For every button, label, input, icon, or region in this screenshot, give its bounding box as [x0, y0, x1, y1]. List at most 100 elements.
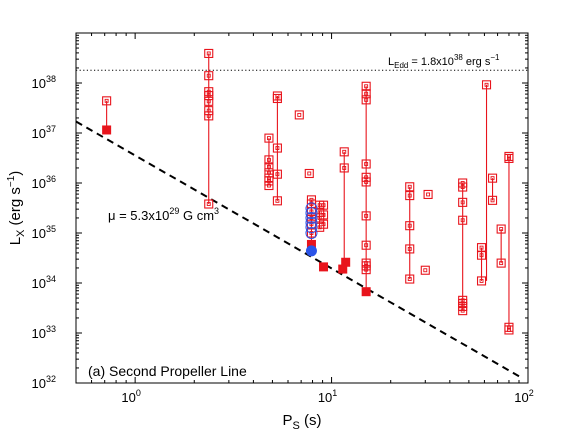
open-square-point — [496, 224, 506, 234]
open-square-point — [476, 243, 487, 253]
open-circle-point — [305, 202, 318, 215]
open-square-point — [361, 95, 371, 105]
marks — [102, 48, 514, 335]
open-square-inner — [490, 198, 495, 203]
open-square-inner — [407, 277, 412, 281]
open-square-inner — [206, 202, 211, 206]
open-square-inner — [479, 253, 484, 258]
open-square-point — [423, 189, 433, 200]
open-square-point — [488, 173, 498, 183]
open-square-point — [361, 172, 371, 182]
open-square-inner — [507, 154, 511, 159]
open-square-point — [458, 215, 468, 225]
open-square-point — [420, 265, 430, 275]
propeller-line-label: μ = 5.3x1029 G cm3 — [108, 206, 219, 223]
panel-label: (a) Second Propeller Line — [88, 363, 247, 379]
eddington-label: LEdd = 1.8x1038 erg s−1 — [388, 53, 500, 70]
y-tick-label: 1035 — [32, 224, 56, 241]
open-square-point — [264, 133, 274, 143]
open-square-inner — [309, 197, 314, 202]
open-square-point — [204, 199, 214, 209]
open-square-inner — [275, 172, 280, 177]
open-square-inner — [342, 165, 347, 170]
plot-area — [75, 69, 528, 379]
axes: 100 101 102 1032 1033 1034 1035 1036 1037 1038 — [32, 32, 534, 405]
x-tick-label: 102 — [514, 388, 533, 405]
open-square-inner — [342, 149, 347, 154]
plot-frame — [75, 32, 529, 384]
open-square-inner — [460, 200, 465, 205]
filled-circle-point — [305, 245, 317, 257]
open-square-inner — [267, 136, 271, 141]
open-square-inner — [426, 192, 431, 197]
filled-square-point — [306, 239, 316, 249]
open-square-inner — [206, 73, 211, 78]
open-square-point — [481, 80, 492, 90]
open-square-inner — [364, 162, 369, 166]
open-square-point — [294, 110, 304, 120]
open-square-point — [361, 177, 371, 187]
open-square-point — [339, 147, 349, 157]
open-square-point — [264, 162, 274, 172]
open-circle-point — [305, 216, 318, 229]
open-square-point — [204, 106, 214, 116]
open-square-inner — [267, 157, 271, 162]
open-square-point — [361, 258, 371, 268]
open-square-point — [102, 96, 112, 106]
y-tick-label: 1038 — [32, 74, 56, 91]
propeller-line — [75, 120, 522, 379]
open-square-point — [264, 180, 274, 191]
open-square-point — [488, 195, 498, 205]
open-square-inner — [267, 183, 271, 188]
open-square-inner — [407, 223, 412, 228]
open-square-inner — [364, 97, 369, 102]
open-square-inner — [309, 222, 314, 227]
open-square-inner — [206, 108, 211, 113]
open-square-point — [264, 155, 274, 165]
open-square-point — [339, 163, 349, 173]
y-tick-label: 1037 — [32, 124, 56, 141]
y-tick-label: 1033 — [32, 324, 56, 341]
open-square-inner — [499, 227, 504, 231]
open-square-inner — [407, 184, 412, 189]
open-square-inner — [364, 213, 369, 218]
filled-square-point — [319, 262, 329, 272]
open-square-point — [405, 244, 415, 254]
open-circle-point — [305, 211, 318, 224]
open-square-inner — [275, 94, 280, 98]
open-square-point — [405, 182, 415, 192]
open-square-inner — [479, 278, 484, 283]
open-square-point — [405, 274, 415, 284]
open-square-inner — [423, 268, 428, 273]
open-square-inner — [507, 325, 511, 330]
open-square-inner — [407, 246, 412, 251]
open-square-inner — [206, 51, 211, 56]
open-square-inner — [297, 112, 302, 117]
open-square-inner — [484, 82, 489, 87]
open-square-point — [204, 48, 214, 58]
open-square-point — [361, 211, 371, 221]
open-square-point — [458, 197, 468, 207]
open-square-point — [272, 196, 282, 206]
open-square-point — [405, 221, 415, 231]
open-square-inner — [460, 218, 465, 223]
open-square-point — [204, 71, 214, 81]
open-square-point — [405, 191, 415, 201]
open-square-point — [458, 295, 468, 305]
open-square-point — [318, 210, 329, 220]
open-square-point — [272, 169, 282, 179]
open-square-inner — [104, 98, 109, 103]
open-square-inner — [275, 198, 280, 203]
open-square-point — [272, 143, 282, 153]
open-square-inner — [206, 89, 211, 94]
filled-square-point — [102, 125, 112, 135]
open-square-inner — [460, 298, 465, 303]
open-square-inner — [407, 193, 412, 198]
open-square-point — [306, 195, 317, 205]
open-square-point — [318, 200, 329, 210]
x-axis-label: PS (s) — [282, 412, 321, 432]
open-square-point — [204, 87, 214, 97]
open-circle-point — [305, 207, 318, 220]
filled-square-point — [338, 264, 348, 274]
